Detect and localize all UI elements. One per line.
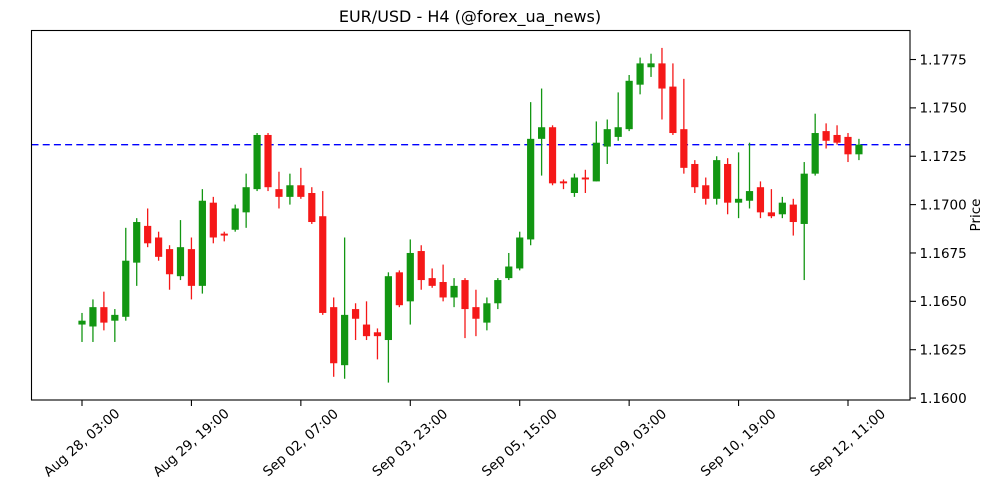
candle-body (165, 249, 174, 275)
y-tick-label: 1.1775 (920, 52, 967, 68)
y-tick-label: 1.1650 (920, 294, 967, 310)
x-tick-label: Sep 05, 15:00 (479, 406, 561, 480)
y-tick-label: 1.1750 (920, 101, 967, 117)
candle-body (100, 307, 108, 323)
candle-body (89, 307, 97, 327)
x-tick-label: Sep 10, 19:00 (698, 406, 780, 480)
x-tick-label: Sep 12, 11:00 (807, 406, 889, 480)
candle-body (756, 187, 765, 213)
candle-body (242, 187, 250, 213)
x-tick-label: Aug 29, 19:00 (150, 406, 232, 481)
candle-body (187, 249, 196, 286)
candle-body (395, 272, 403, 306)
candle-body (516, 237, 524, 269)
candle-body (581, 177, 589, 180)
candle-body (833, 134, 841, 143)
candle-body (209, 202, 217, 238)
candle-body (691, 163, 699, 188)
y-tick-label: 1.1725 (920, 149, 967, 165)
candle-body (614, 127, 622, 137)
candle-body (264, 134, 272, 188)
candle-body (713, 160, 721, 199)
candle-body (625, 80, 633, 130)
candle-body (362, 324, 371, 337)
candle-body (702, 185, 710, 199)
candle-body (461, 280, 469, 310)
candle-body (647, 63, 655, 68)
candle-body (176, 247, 185, 277)
plot-frame (30, 29, 911, 401)
candle-body (122, 260, 130, 317)
y-tick-label: 1.1625 (920, 343, 967, 359)
candle-body (800, 173, 808, 224)
candle-body (767, 212, 775, 217)
candle-body (472, 307, 480, 319)
candle-body (494, 280, 502, 304)
candle-body (253, 134, 261, 190)
candle-body (855, 144, 863, 155)
y-tick-label: 1.1700 (920, 197, 967, 213)
candle-body (341, 314, 349, 366)
candle-body (658, 63, 666, 89)
candle-body (275, 189, 283, 197)
candle-body (319, 216, 327, 313)
candle-body (734, 198, 743, 203)
candle-body (417, 251, 425, 281)
candle-body (155, 237, 163, 257)
candle-body (297, 185, 305, 197)
candle-body (133, 222, 141, 263)
candle-body (483, 303, 491, 323)
candle-body (220, 233, 228, 236)
candle-body (450, 285, 458, 298)
candle-body (527, 138, 535, 240)
plot-area: 1.1600 1.1625 1.1650 1.1675 1.1700 1.1725 1.17… (30, 29, 967, 481)
candle-body (198, 200, 206, 286)
candle-body (428, 278, 436, 286)
candle-body (636, 63, 644, 85)
y-axis-label: Price (968, 199, 984, 232)
candle-body (351, 309, 360, 319)
candle-body (373, 332, 382, 337)
y-tick-label: 1.1600 (920, 391, 967, 407)
candle-body (384, 276, 392, 341)
candle-body (745, 191, 754, 201)
candle-body (439, 281, 447, 298)
candle-body (724, 163, 732, 203)
candle-body (538, 127, 546, 139)
candle-body (406, 252, 414, 302)
candle-body (330, 307, 338, 364)
candle-body (144, 225, 152, 244)
candle-body (505, 266, 513, 279)
candle-body (286, 185, 294, 197)
candle-body (548, 127, 557, 184)
candle-body (570, 177, 579, 194)
x-tick-label: Sep 03, 23:00 (369, 406, 451, 480)
candle-body (778, 202, 786, 215)
candle-body (592, 142, 600, 182)
candle-body (680, 129, 688, 168)
candle-body (789, 204, 797, 223)
candle-body (308, 193, 316, 223)
candle-body (78, 320, 86, 325)
candle-body (559, 181, 568, 184)
x-tick-label: Sep 02, 07:00 (260, 406, 342, 480)
candle-body (231, 208, 239, 230)
candle-body (844, 136, 852, 155)
candle-body (822, 131, 830, 141)
x-tick-label: Sep 09, 03:00 (588, 406, 670, 480)
y-tick-label: 1.1675 (920, 246, 967, 262)
chart-title: EUR/USD - H4 (@forex_ua_news) (339, 7, 601, 27)
candle-body (811, 133, 819, 174)
candle-body (603, 129, 611, 147)
candle-body (669, 86, 677, 134)
candle-body (111, 314, 119, 321)
x-tick-label: Aug 28, 03:00 (41, 406, 123, 481)
